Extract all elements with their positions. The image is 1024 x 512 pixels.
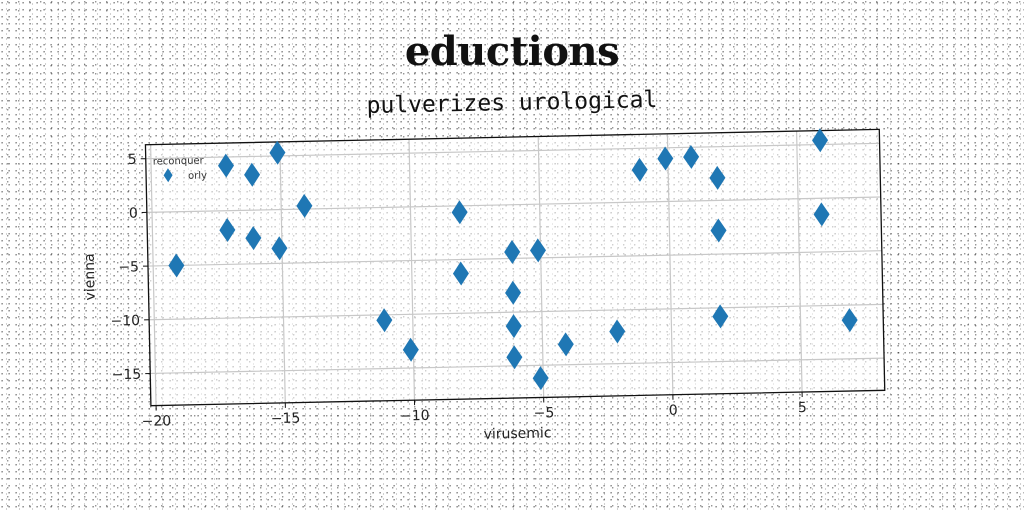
x-gridline xyxy=(150,144,157,406)
data-point xyxy=(451,200,468,225)
y-gridline xyxy=(145,142,880,160)
x-gridline xyxy=(279,141,286,403)
y-gridline xyxy=(146,196,881,213)
plot-frame xyxy=(144,128,886,407)
data-point xyxy=(532,366,549,391)
data-point xyxy=(712,304,729,329)
data-point xyxy=(530,238,546,263)
axis-ticks: −20 −15 −10 −5 0 5 5 0 −5 −10 −15 xyxy=(110,152,807,430)
x-gridline xyxy=(537,136,545,398)
data-point xyxy=(841,308,858,333)
x-gridline xyxy=(795,131,803,393)
data-point xyxy=(504,240,521,265)
x-tick-label: −10 xyxy=(400,408,430,425)
y-axis-label: vienna xyxy=(82,253,99,300)
data-point xyxy=(812,128,829,153)
data-point xyxy=(657,146,674,171)
x-axis-label: virusemic xyxy=(483,425,551,442)
y-gridline xyxy=(150,357,885,375)
data-point xyxy=(452,261,469,286)
data-point xyxy=(244,162,261,187)
chart-title: eductions xyxy=(404,28,620,75)
data-point xyxy=(219,218,236,243)
data-point xyxy=(506,345,523,370)
plot-area xyxy=(145,129,885,406)
data-point xyxy=(710,218,727,243)
data-point xyxy=(245,226,262,251)
x-tick-label: −5 xyxy=(534,405,555,421)
legend-marker xyxy=(163,168,173,183)
legend-title: reconquer xyxy=(153,155,205,167)
legend: reconquer orly xyxy=(153,155,207,183)
y-gridline xyxy=(149,303,883,321)
data-point xyxy=(609,319,626,344)
data-point xyxy=(709,165,726,190)
x-tick-label: 0 xyxy=(669,403,678,419)
data-point xyxy=(631,157,648,182)
data-point xyxy=(269,140,286,165)
y-tick-label: −15 xyxy=(112,367,142,384)
x-gridline xyxy=(666,133,674,395)
y-tick-label: 0 xyxy=(129,206,138,222)
x-tick-label: 5 xyxy=(798,400,807,416)
data-points xyxy=(168,128,858,391)
data-point xyxy=(505,280,522,305)
y-tick-label: −5 xyxy=(118,259,139,275)
data-point xyxy=(557,332,574,357)
y-tick-label: −10 xyxy=(110,313,140,330)
x-tick-label: −15 xyxy=(271,411,301,428)
data-point xyxy=(376,308,393,333)
x-tick-label: −20 xyxy=(141,413,171,430)
legend-label: orly xyxy=(188,170,207,181)
y-tick-label: 5 xyxy=(128,152,137,168)
data-point xyxy=(505,314,522,339)
data-point xyxy=(218,153,235,178)
data-point xyxy=(271,236,288,261)
data-point xyxy=(296,193,313,218)
data-point xyxy=(402,337,419,362)
data-point xyxy=(168,253,185,278)
data-point xyxy=(813,202,830,227)
data-point xyxy=(683,144,700,169)
